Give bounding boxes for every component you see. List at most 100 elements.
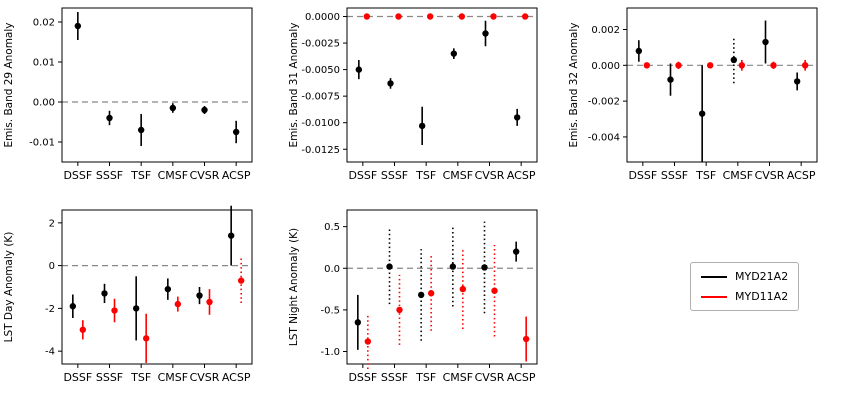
y-tick-label: 0.01 bbox=[33, 58, 55, 69]
chart-emis-band-31-svg: 0.0000 -0.0025 -0.0050 -0.0075 -0.0100 -0.012… bbox=[288, 7, 538, 182]
x-tick-label: CVSR bbox=[190, 169, 220, 182]
data-point bbox=[101, 290, 108, 297]
y-tick-label: -4 bbox=[45, 347, 55, 358]
legend-label-myd11a2: MYD11A2 bbox=[735, 290, 789, 303]
chart-emis-band-29-anomaly: -0.01 0.00 0.01 0.02 DSSF SSSF TSF CMSF CVSR ACSP… bbox=[0, 0, 285, 198]
y-axis-label: Emis. Band 31 Anomaly bbox=[288, 23, 300, 148]
legend: MYD21A2 MYD11A2 bbox=[690, 262, 800, 311]
y-tick-label: 0.5 bbox=[324, 222, 340, 233]
data-point bbox=[643, 62, 651, 69]
y-tick-label: -0.0100 bbox=[301, 118, 340, 129]
data-point bbox=[164, 285, 172, 293]
data-point bbox=[635, 47, 643, 55]
data-point bbox=[482, 30, 489, 37]
x-tick-label: TSF bbox=[130, 371, 151, 384]
data-point bbox=[762, 38, 769, 46]
y-tick-label: 2 bbox=[49, 218, 55, 229]
data-point bbox=[174, 300, 182, 308]
data-point bbox=[142, 335, 150, 342]
data-point bbox=[522, 335, 530, 343]
legend-line-black bbox=[701, 275, 727, 278]
chart-emis-band-31-anomaly: 0.0000 -0.0025 -0.0050 -0.0075 -0.0100 -0.012… bbox=[285, 0, 570, 198]
data-point bbox=[69, 303, 77, 310]
legend-item-myd21a2: MYD21A2 bbox=[701, 270, 788, 283]
y-tick-label: -2 bbox=[45, 304, 55, 315]
chart-lst-night-svg: 0.5 0.0 -0.5 -1.0 DSSF SSSF TSF CMSF CVSR ACSP LST… bbox=[288, 209, 538, 384]
x-tick-label: CMSF bbox=[158, 371, 188, 384]
data-point bbox=[386, 263, 393, 270]
data-point bbox=[698, 110, 706, 117]
data-point bbox=[396, 306, 403, 314]
data-point bbox=[137, 126, 145, 134]
y-axis-label: LST Day Anomaly (K) bbox=[3, 232, 15, 343]
data-point bbox=[79, 326, 87, 333]
x-tick-label: CMSF bbox=[443, 169, 473, 182]
x-tick-label: DSSF bbox=[348, 169, 377, 182]
data-point bbox=[458, 13, 466, 20]
data-point bbox=[106, 114, 113, 122]
y-tick-label: -0.0025 bbox=[301, 39, 340, 50]
y-tick-label: -1.0 bbox=[320, 347, 340, 358]
data-point bbox=[111, 307, 118, 314]
data-point bbox=[675, 62, 682, 69]
data-point bbox=[227, 232, 235, 239]
data-point bbox=[355, 66, 363, 73]
data-point bbox=[793, 78, 801, 85]
x-tick-label: CMSF bbox=[443, 371, 473, 384]
data-point bbox=[521, 13, 529, 20]
x-tick-label: DSSF bbox=[348, 371, 377, 384]
x-tick-label: CVSR bbox=[475, 371, 505, 384]
data-point bbox=[232, 128, 240, 136]
y-tick-label: 0.000 bbox=[591, 61, 620, 72]
x-tick-label: DSSF bbox=[63, 371, 92, 384]
data-point bbox=[459, 285, 467, 293]
data-point bbox=[201, 106, 208, 114]
plot-frame bbox=[346, 7, 538, 163]
y-tick-label: 0.00 bbox=[33, 98, 55, 109]
legend-item-myd11a2: MYD11A2 bbox=[701, 290, 788, 303]
x-tick-label: ACSP bbox=[222, 371, 251, 384]
y-tick-label: 0.0000 bbox=[305, 12, 340, 23]
chart-lst-day-svg: 2 0 -2 -4 DSSF SSSF TSF CMSF CVSR ACSP LST Day Ano… bbox=[3, 205, 253, 384]
x-tick-label: CVSR bbox=[755, 169, 785, 182]
x-tick-label: CVSR bbox=[190, 371, 220, 384]
plot-frame bbox=[61, 209, 253, 365]
y-tick-label: -0.0075 bbox=[301, 92, 340, 103]
data-point bbox=[74, 22, 82, 30]
data-point bbox=[364, 338, 372, 345]
data-point bbox=[738, 62, 746, 69]
data-point bbox=[450, 50, 458, 57]
data-point bbox=[237, 277, 245, 284]
data-point bbox=[418, 122, 426, 130]
data-point bbox=[395, 13, 402, 20]
data-point bbox=[706, 62, 714, 69]
data-point bbox=[801, 62, 809, 69]
x-tick-label: TSF bbox=[695, 169, 716, 182]
chart-lst-day-anomaly: 2 0 -2 -4 DSSF SSSF TSF CMSF CVSR ACSP LST Day Ano… bbox=[0, 202, 285, 400]
y-axis-label: Emis. Band 29 Anomaly bbox=[3, 23, 15, 148]
x-tick-label: ACSP bbox=[787, 169, 816, 182]
y-axis-label: LST Night Anomaly (K) bbox=[288, 228, 300, 346]
x-tick-label: CMSF bbox=[723, 169, 753, 182]
x-tick-label: TSF bbox=[130, 169, 151, 182]
x-tick-label: SSSF bbox=[661, 169, 688, 182]
data-point bbox=[363, 13, 371, 20]
x-tick-label: TSF bbox=[415, 371, 436, 384]
chart-emis-band-29-svg: -0.01 0.00 0.01 0.02 DSSF SSSF TSF CMSF CVSR ACSP… bbox=[3, 7, 253, 182]
x-tick-label: CVSR bbox=[475, 169, 505, 182]
x-tick-label: SSSF bbox=[381, 169, 408, 182]
data-point bbox=[770, 62, 777, 69]
data-point bbox=[169, 104, 177, 112]
y-tick-label: 0.0 bbox=[324, 264, 340, 275]
data-point bbox=[667, 76, 674, 83]
x-tick-label: CMSF bbox=[158, 169, 188, 182]
y-tick-label: -0.002 bbox=[588, 97, 620, 108]
x-tick-label: ACSP bbox=[507, 371, 536, 384]
x-tick-label: SSSF bbox=[381, 371, 408, 384]
data-point bbox=[196, 292, 203, 299]
data-point bbox=[427, 290, 435, 297]
y-axis-label: Emis. Band 32 Anomaly bbox=[568, 23, 580, 148]
y-tick-label: 0 bbox=[49, 261, 55, 272]
y-tick-label: 0.02 bbox=[33, 18, 55, 29]
data-point bbox=[417, 291, 425, 299]
